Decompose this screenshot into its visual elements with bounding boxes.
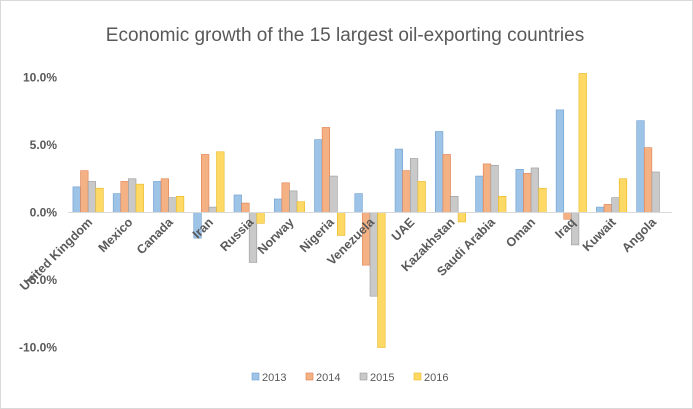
legend-swatch-2014 [305, 372, 314, 381]
bar-iran-2015 [208, 206, 217, 213]
bar-uae-2015 [409, 158, 419, 213]
bar-saudi-arabia-2013 [475, 175, 484, 213]
bar-kuwait-2015 [611, 197, 620, 213]
bar-nigeria-2014 [321, 127, 331, 213]
x-tick-label-nigeria: Nigeria [297, 214, 338, 255]
x-tick-label-mexico: Mexico [96, 215, 136, 255]
bar-canada-2013 [153, 181, 162, 213]
x-tick-label-kuwait: Kuwait [580, 215, 619, 254]
bar-oman-2015 [530, 167, 539, 213]
bar-uae-2013 [394, 148, 403, 213]
bar-angola-2014 [643, 147, 653, 213]
bar-uae-2014 [402, 170, 411, 213]
bar-saudi-arabia-2014 [482, 163, 492, 213]
bar-canada-2016 [175, 196, 185, 213]
y-tick-label: -10.0% [19, 341, 57, 355]
bar-nigeria-2015 [329, 175, 338, 213]
x-tick-label-uae: UAE [389, 215, 418, 244]
bar-oman-2016 [538, 187, 547, 213]
y-tick-label: 10.0% [23, 71, 57, 85]
y-tick-label: -5.0% [26, 273, 58, 287]
legend-label-2016: 2016 [424, 372, 448, 384]
x-tick-label-oman: Oman [503, 215, 538, 250]
bar-canada-2015 [168, 197, 177, 213]
bar-united-kingdom-2016 [95, 187, 104, 213]
x-tick-label-angola: Angola [619, 214, 660, 255]
bar-russia-2016 [256, 212, 265, 224]
x-tick-label-canada: Canada [134, 214, 177, 257]
bar-angola-2015 [651, 171, 660, 213]
bar-russia-2013 [233, 194, 242, 213]
bar-uae-2016 [417, 181, 426, 213]
bar-norway-2013 [273, 198, 283, 213]
bar-norway-2015 [289, 190, 298, 213]
legend-label-2015: 2015 [370, 372, 394, 384]
bar-oman-2013 [515, 169, 524, 213]
bar-norway-2014 [281, 182, 290, 213]
bar-canada-2014 [160, 178, 169, 213]
chart-title: Economic growth of the 15 largest oil-ex… [106, 25, 584, 46]
bar-nigeria-2016 [337, 212, 346, 236]
bar-kuwait-2013 [596, 206, 605, 213]
bar-kuwait-2014 [603, 204, 612, 213]
chart-legend: 2013 2014 2015 2016 [251, 372, 448, 384]
y-axis-ticks: -10.0% -5.0% 0.0% 5.0% 10.0% [19, 71, 57, 355]
bar-kazakhstan-2015 [450, 196, 459, 213]
y-tick-label: 5.0% [30, 138, 58, 152]
bar-oman-2014 [523, 173, 532, 213]
bar-saudi-arabia-2015 [490, 164, 499, 213]
bar-kazakhstan-2014 [442, 154, 451, 213]
bar-venezuela-2013 [354, 193, 363, 213]
bars-layer [72, 73, 660, 348]
legend-label-2014: 2014 [316, 372, 340, 384]
bar-nigeria-2013 [314, 139, 323, 213]
bar-mexico-2014 [120, 181, 129, 213]
bar-united-kingdom-2014 [80, 170, 89, 213]
legend-swatch-2015 [359, 372, 368, 381]
bar-united-kingdom-2013 [72, 186, 81, 213]
bar-mexico-2013 [112, 193, 122, 213]
legend-label-2013: 2013 [262, 372, 286, 384]
y-tick-label: 0.0% [30, 206, 58, 220]
bar-kazakhstan-2016 [457, 212, 467, 223]
bar-mexico-2016 [135, 183, 144, 213]
legend-swatch-2013 [251, 372, 260, 381]
bar-iran-2014 [201, 154, 210, 213]
bar-kazakhstan-2013 [435, 131, 444, 213]
legend-swatch-2016 [413, 372, 422, 381]
bar-kuwait-2016 [618, 178, 628, 213]
bar-venezuela-2016 [377, 212, 386, 348]
bar-saudi-arabia-2016 [498, 196, 507, 213]
bar-norway-2016 [296, 201, 305, 213]
bar-russia-2014 [241, 202, 250, 213]
bar-united-kingdom-2015 [87, 181, 97, 213]
bar-mexico-2015 [128, 178, 137, 213]
bar-iraq-2016 [578, 73, 587, 213]
bar-iraq-2013 [555, 109, 565, 213]
bar-angola-2013 [636, 120, 645, 213]
bar-iran-2016 [216, 151, 225, 213]
